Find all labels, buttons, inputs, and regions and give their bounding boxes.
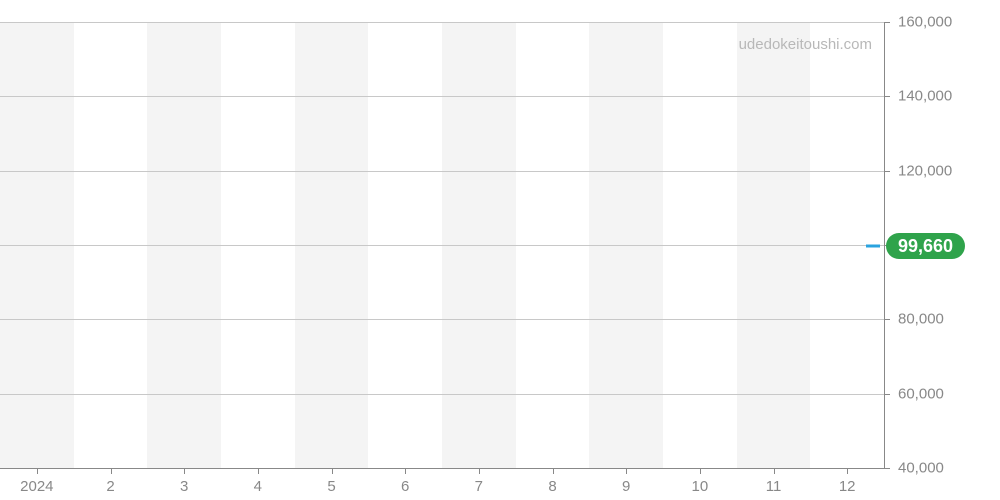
h-gridline xyxy=(0,96,884,97)
y-tick-label: 160,000 xyxy=(898,14,952,31)
h-gridline xyxy=(0,394,884,395)
price-indicator-tick xyxy=(866,245,880,248)
price-chart: 40,00060,00080,000100,000120,000140,0001… xyxy=(0,0,1000,500)
x-tick-label: 3 xyxy=(180,478,188,495)
h-gridline xyxy=(0,245,884,246)
x-tick-label: 12 xyxy=(839,478,856,495)
price-badge-label: 99,660 xyxy=(898,236,953,257)
y-tick-label: 40,000 xyxy=(898,460,944,477)
y-tick-label: 120,000 xyxy=(898,162,952,179)
h-gridline xyxy=(0,171,884,172)
h-gridline xyxy=(0,319,884,320)
y-tick-label: 140,000 xyxy=(898,88,952,105)
x-tick-label: 4 xyxy=(254,478,262,495)
x-tick-label: 10 xyxy=(691,478,708,495)
x-tick-label: 11 xyxy=(766,478,782,495)
price-badge: 99,660 xyxy=(886,233,965,259)
plot-area xyxy=(0,22,884,468)
y-tick-mark xyxy=(884,468,890,469)
x-tick-label: 2024 xyxy=(20,478,53,495)
x-tick-label: 6 xyxy=(401,478,409,495)
x-tick-label: 2 xyxy=(106,478,114,495)
watermark: udedokeitoushi.com xyxy=(739,36,872,53)
h-gridline xyxy=(0,22,884,23)
x-tick-label: 9 xyxy=(622,478,630,495)
x-tick-label: 5 xyxy=(327,478,335,495)
x-tick-label: 8 xyxy=(548,478,556,495)
x-tick-label: 7 xyxy=(475,478,483,495)
x-axis-line xyxy=(0,468,884,469)
y-axis-line xyxy=(884,22,885,468)
y-tick-label: 60,000 xyxy=(898,385,944,402)
y-tick-label: 80,000 xyxy=(898,311,944,328)
